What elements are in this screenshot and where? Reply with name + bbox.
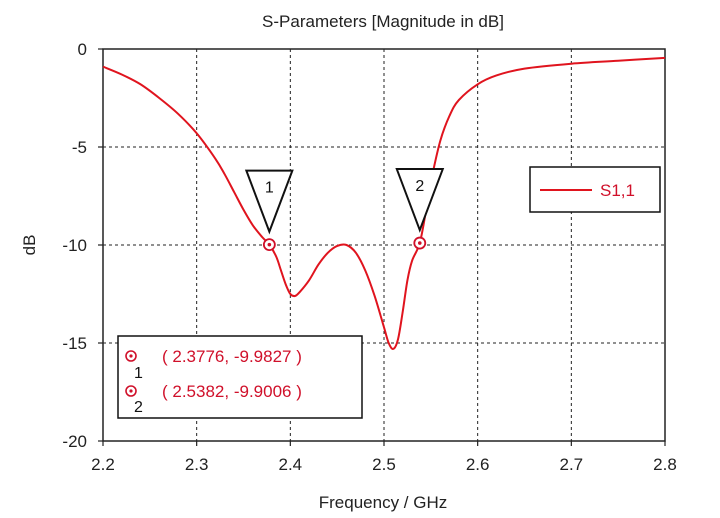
y-tick-label: -5 — [72, 138, 87, 157]
legend-box: S1,1 — [529, 166, 661, 213]
marker-2-flag — [395, 168, 445, 233]
y-tick-label: -10 — [62, 236, 87, 255]
y-axis-ticks: 0 -5 -10 -15 -20 — [62, 40, 103, 451]
readout-row-2: 2 ( 2.5382, -9.9006 ) — [125, 382, 302, 416]
series-layer — [102, 56, 666, 350]
x-axis-ticks: 2.2 2.3 2.4 2.5 2.6 2.7 2.8 — [91, 441, 677, 474]
marker-readout-box: 1 ( 2.3776, -9.9827 ) 2 ( 2.5382, -9.900… — [117, 335, 363, 419]
readout-marker-1-number: 1 — [134, 365, 143, 382]
x-tick-label: 2.3 — [185, 455, 209, 474]
marker-1: 1 — [244, 169, 294, 252]
readout-row-1: 1 ( 2.3776, -9.9827 ) — [125, 347, 302, 382]
x-tick-label: 2.6 — [466, 455, 490, 474]
marker-2-label: 2 — [415, 178, 424, 195]
readout-marker-1-icon — [125, 350, 137, 362]
marker-2: 2 — [395, 168, 445, 250]
series-line-s11 — [102, 56, 666, 350]
y-axis-label: dB — [20, 235, 39, 256]
y-tick-label: 0 — [78, 40, 87, 59]
readout-marker-2-dot — [129, 389, 133, 393]
readout-frame — [117, 335, 363, 419]
x-tick-label: 2.7 — [560, 455, 584, 474]
marker-1-label: 1 — [265, 180, 274, 197]
readout-marker-2-icon — [125, 385, 137, 397]
x-tick-label: 2.5 — [372, 455, 396, 474]
y-tick-label: -15 — [62, 334, 87, 353]
marker-2-dot — [417, 241, 422, 245]
readout-marker-2-number: 2 — [134, 399, 143, 416]
readout-marker-1-dot — [129, 354, 133, 358]
y-tick-label: -20 — [62, 432, 87, 451]
x-tick-label: 2.4 — [279, 455, 303, 474]
legend-label-s11: S1,1 — [600, 181, 635, 200]
x-tick-label: 2.8 — [653, 455, 677, 474]
readout-marker-1-value: ( 2.3776, -9.9827 ) — [162, 347, 302, 366]
x-axis-label: Frequency / GHz — [319, 493, 448, 512]
marker-1-flag — [244, 169, 294, 235]
marker-1-dot — [267, 242, 272, 247]
x-tick-label: 2.2 — [91, 455, 115, 474]
readout-marker-2-value: ( 2.5382, -9.9006 ) — [162, 382, 302, 401]
chart-title: S-Parameters [Magnitude in dB] — [262, 12, 504, 31]
